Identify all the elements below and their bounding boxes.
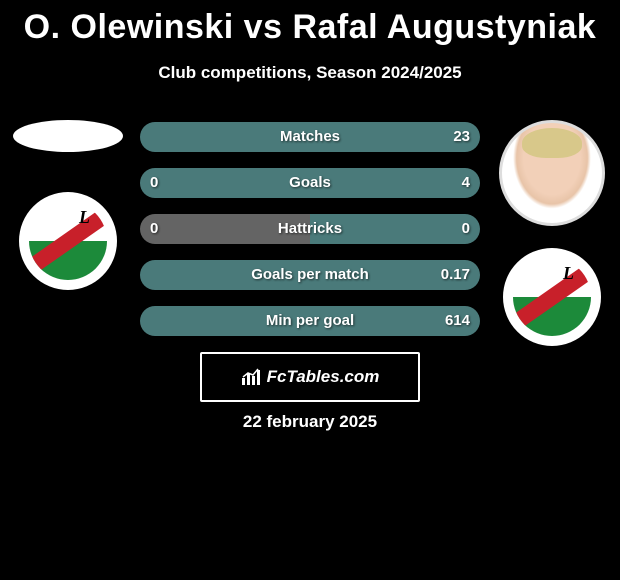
stat-value-left: 0 (150, 168, 158, 198)
brand-box: FcTables.com (200, 352, 420, 402)
stat-row: Goals0 4 (140, 168, 480, 198)
chart-icon (241, 368, 263, 386)
stat-row: Matches23 (140, 122, 480, 152)
stat-value-right: 0.17 (441, 260, 470, 290)
stat-row: Hattricks0 0 (140, 214, 480, 244)
club-badge-left: L (19, 192, 117, 290)
stat-bars: Matches23Goals04Hattricks00Goals per mat… (140, 122, 480, 352)
stat-value-right: 0 (462, 214, 470, 244)
page-subtitle: Club competitions, Season 2024/2025 (0, 63, 620, 83)
stat-label: Matches (140, 122, 480, 152)
stat-value-left: 0 (150, 214, 158, 244)
left-player-column: L (8, 120, 128, 290)
page-title: O. Olewinski vs Rafal Augustyniak (0, 0, 620, 47)
date-text: 22 february 2025 (0, 412, 620, 432)
stat-value-right: 23 (453, 122, 470, 152)
player-avatar (499, 120, 605, 226)
comparison-card: O. Olewinski vs Rafal Augustyniak Club c… (0, 0, 620, 580)
stat-value-right: 4 (462, 168, 470, 198)
club-badge-right: L (503, 248, 601, 346)
brand-text: FcTables.com (267, 367, 380, 387)
stat-label: Goals (140, 168, 480, 198)
stat-label: Goals per match (140, 260, 480, 290)
stat-row: Min per goal614 (140, 306, 480, 336)
stat-label: Hattricks (140, 214, 480, 244)
player-avatar-placeholder (13, 120, 123, 152)
right-player-column: L (492, 120, 612, 346)
stat-label: Min per goal (140, 306, 480, 336)
stat-row: Goals per match0.17 (140, 260, 480, 290)
stat-value-right: 614 (445, 306, 470, 336)
